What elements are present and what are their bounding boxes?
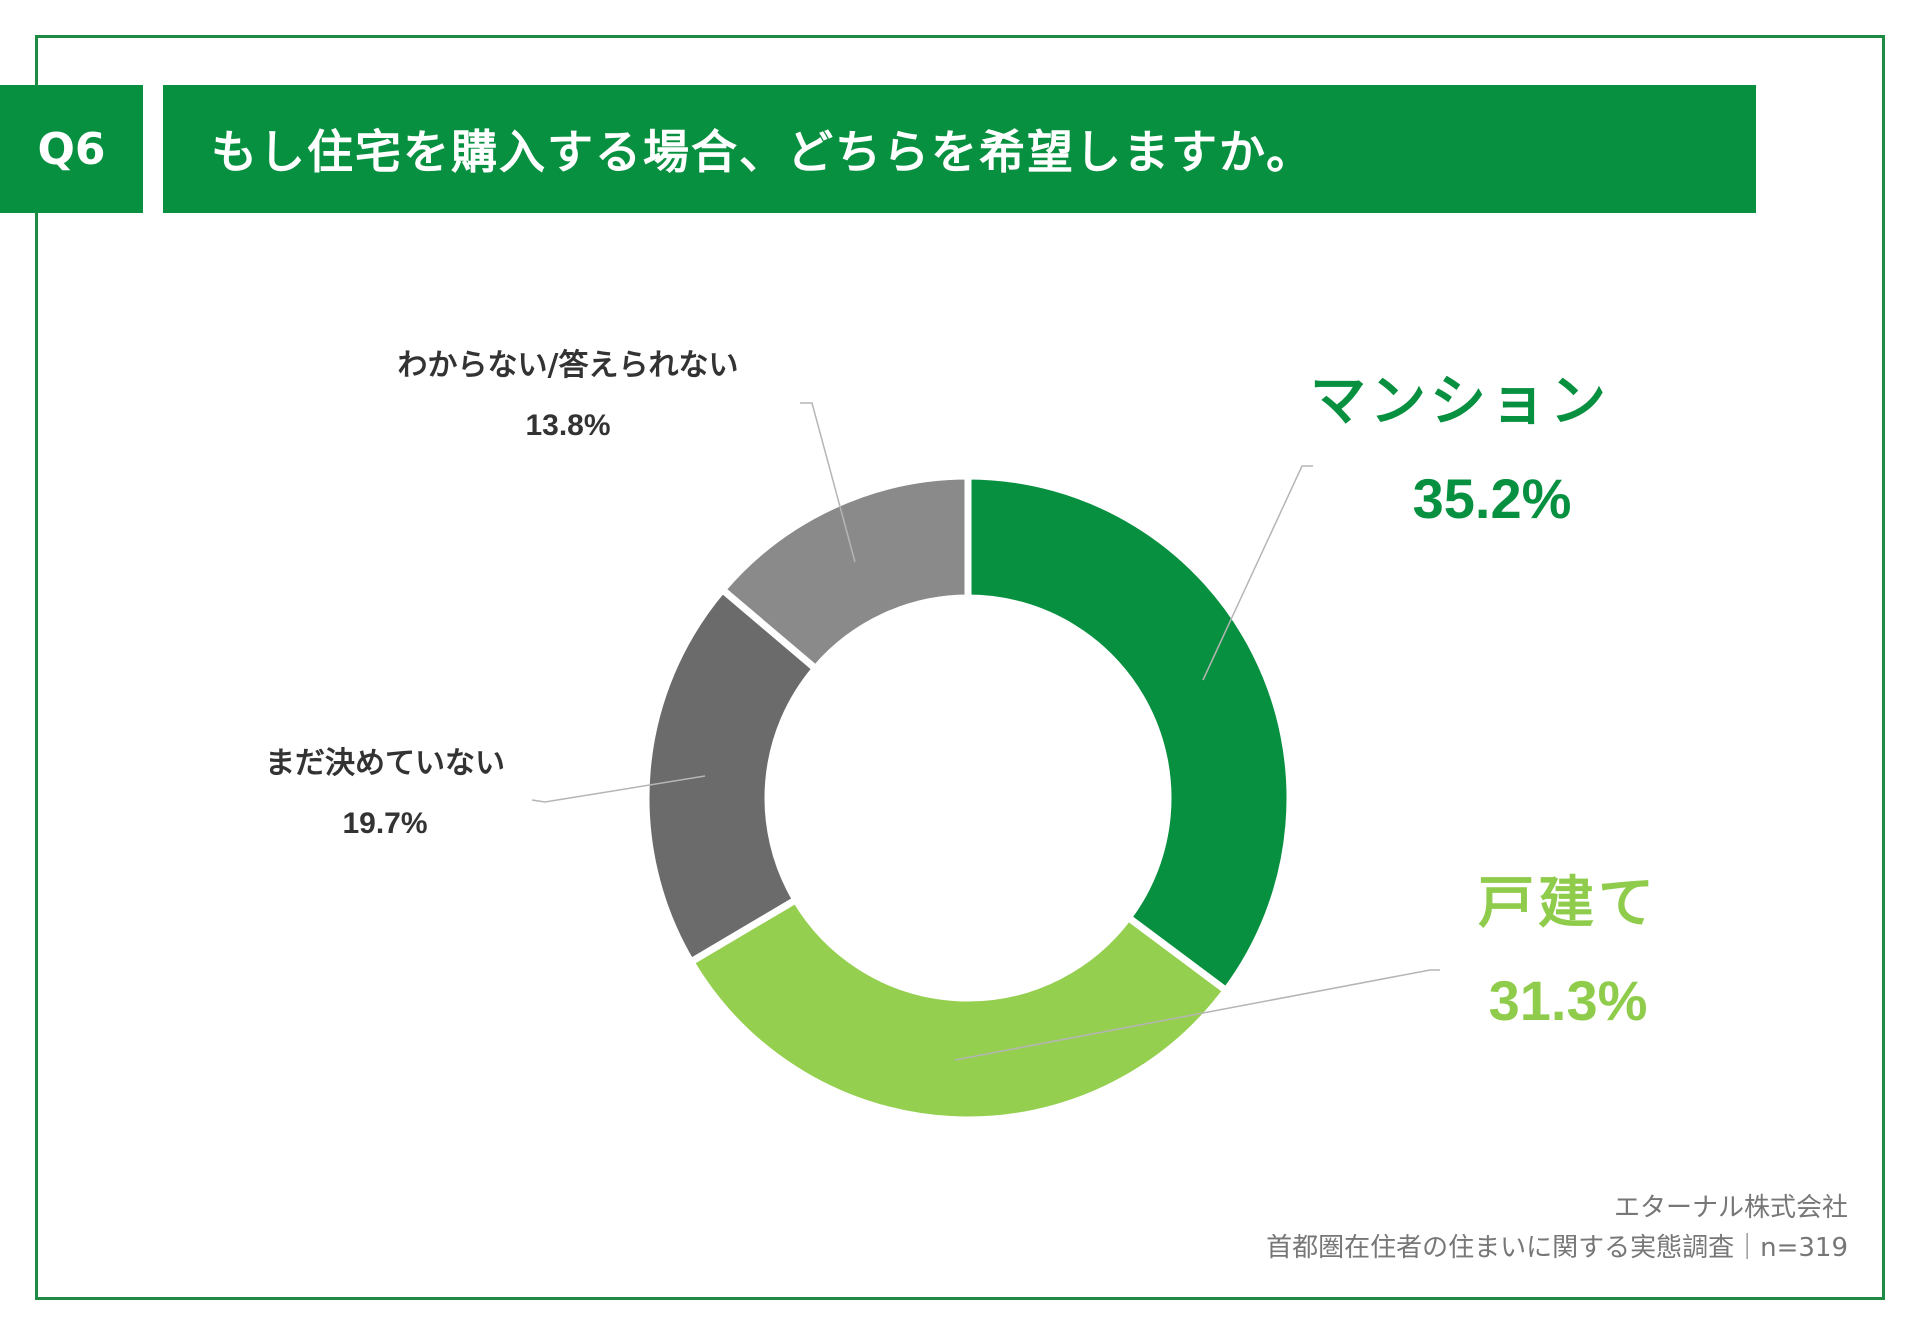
category-label-2: 戸建て — [1478, 871, 1658, 936]
chart-frame — [35, 35, 1885, 1300]
donut-slice-1 — [964, 472, 1294, 996]
question-number: Q6 — [37, 123, 106, 175]
leader-line-2 — [954, 969, 1440, 1061]
leader-line-3 — [531, 775, 706, 803]
donut-slice-3 — [642, 584, 821, 967]
donut-slice-4 — [717, 472, 972, 674]
footer-survey: 首都圏在住者の住まいに関する実態調査｜n=319 — [1266, 1233, 1848, 1263]
question-title-bar: もし住宅を購入する場合、どちらを希望しますか。 — [163, 85, 1756, 213]
value-label-3: 19.7% — [342, 807, 427, 840]
question-number-badge: Q6 — [0, 85, 143, 213]
donut-slice-2 — [686, 895, 1232, 1124]
leader-line-4 — [800, 402, 856, 563]
value-label-1: 35.2% — [1413, 467, 1572, 530]
footer-company: エターナル株式会社 — [1613, 1193, 1848, 1223]
question-title: もし住宅を購入する場合、どちらを希望しますか。 — [211, 125, 1315, 179]
category-label-4: わからない/答えられない — [398, 348, 739, 383]
value-label-2: 31.3% — [1489, 969, 1648, 1032]
category-label-1: マンション — [1310, 369, 1610, 434]
value-label-4: 13.8% — [525, 409, 610, 442]
footer: エターナル株式会社 首都圏在住者の住まいに関する実態調査｜n=319 — [1266, 1188, 1848, 1268]
leader-line-1 — [1202, 465, 1313, 681]
category-label-3: まだ決めていない — [265, 746, 505, 781]
